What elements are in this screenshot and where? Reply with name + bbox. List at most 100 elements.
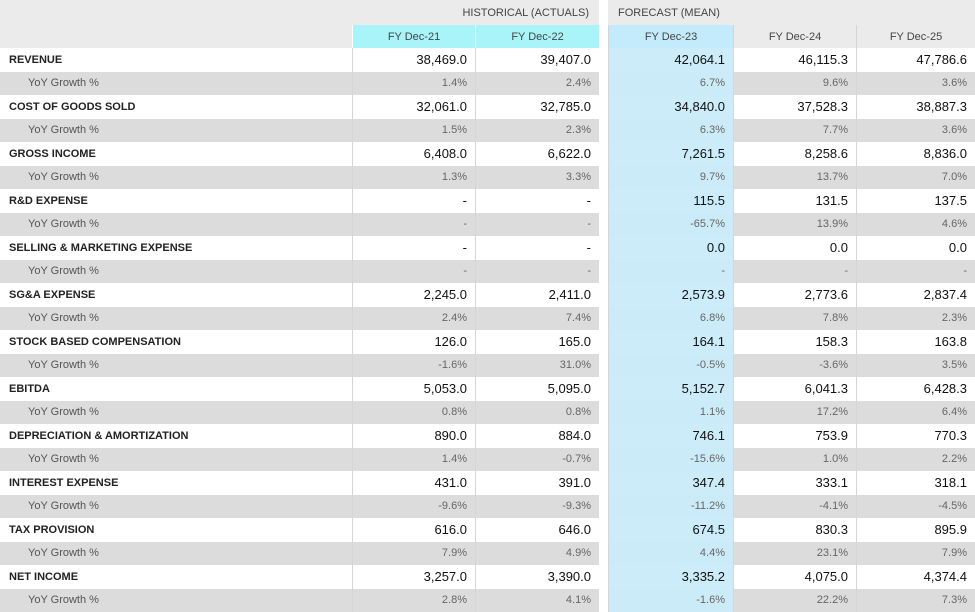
growth-label: YoY Growth % <box>0 494 352 518</box>
value-cell: 0.0 <box>733 236 856 260</box>
growth-cell: 2.4% <box>475 71 599 95</box>
column-gap <box>599 447 608 471</box>
value-cell: 163.8 <box>856 330 975 354</box>
row-label: NET INCOME <box>0 565 352 589</box>
column-gap <box>599 25 608 48</box>
growth-cell: 6.3% <box>608 118 733 142</box>
value-cell: - <box>352 189 475 213</box>
value-cell: 8,836.0 <box>856 142 975 166</box>
growth-cell: 1.3% <box>352 165 475 189</box>
value-cell: 674.5 <box>608 518 733 542</box>
header-blank <box>0 0 352 25</box>
growth-cell: 1.4% <box>352 447 475 471</box>
value-cell: 38,469.0 <box>352 48 475 72</box>
growth-cell: 0.8% <box>475 400 599 424</box>
value-cell: - <box>475 189 599 213</box>
growth-cell: 1.4% <box>352 71 475 95</box>
row-label: SG&A EXPENSE <box>0 283 352 307</box>
growth-label: YoY Growth % <box>0 447 352 471</box>
value-cell: 895.9 <box>856 518 975 542</box>
row-label: COST OF GOODS SOLD <box>0 95 352 119</box>
growth-cell: - <box>608 259 733 283</box>
value-cell: 38,887.3 <box>856 95 975 119</box>
growth-cell: 4.4% <box>608 541 733 565</box>
column-gap <box>599 0 608 25</box>
value-cell: 6,041.3 <box>733 377 856 401</box>
value-cell: 333.1 <box>733 471 856 495</box>
value-cell: 0.0 <box>608 236 733 260</box>
growth-cell: 7.9% <box>856 541 975 565</box>
value-cell: 890.0 <box>352 424 475 448</box>
growth-cell: 3.6% <box>856 118 975 142</box>
value-cell: - <box>475 236 599 260</box>
column-header-fy-dec-21[interactable]: FY Dec-21 <box>352 25 475 48</box>
growth-cell: 7.4% <box>475 306 599 330</box>
row-label: R&D EXPENSE <box>0 189 352 213</box>
growth-label: YoY Growth % <box>0 306 352 330</box>
value-cell: 2,245.0 <box>352 283 475 307</box>
growth-cell: 7.0% <box>856 165 975 189</box>
value-cell: 2,573.9 <box>608 283 733 307</box>
column-gap <box>599 118 608 142</box>
value-cell: 47,786.6 <box>856 48 975 72</box>
growth-label: YoY Growth % <box>0 259 352 283</box>
value-cell: 616.0 <box>352 518 475 542</box>
row-label: SELLING & MARKETING EXPENSE <box>0 236 352 260</box>
growth-cell: 22.2% <box>733 588 856 612</box>
growth-cell: -9.3% <box>475 494 599 518</box>
value-cell: 39,407.0 <box>475 48 599 72</box>
column-header-fy-dec-23[interactable]: FY Dec-23 <box>608 25 733 48</box>
value-cell: 165.0 <box>475 330 599 354</box>
value-cell: 347.4 <box>608 471 733 495</box>
column-gap <box>599 236 608 260</box>
growth-cell: 1.0% <box>733 447 856 471</box>
growth-cell: 6.4% <box>856 400 975 424</box>
growth-label: YoY Growth % <box>0 118 352 142</box>
growth-cell: -1.6% <box>608 588 733 612</box>
growth-cell: -4.1% <box>733 494 856 518</box>
value-cell: - <box>352 236 475 260</box>
growth-cell: -3.6% <box>733 353 856 377</box>
forecast-group-header: FORECAST (MEAN) <box>608 0 975 25</box>
value-cell: 126.0 <box>352 330 475 354</box>
row-label: TAX PROVISION <box>0 518 352 542</box>
column-gap <box>599 48 608 72</box>
growth-cell: -65.7% <box>608 212 733 236</box>
value-cell: 37,528.3 <box>733 95 856 119</box>
value-cell: 2,837.4 <box>856 283 975 307</box>
growth-cell: 13.7% <box>733 165 856 189</box>
growth-cell: 6.7% <box>608 71 733 95</box>
column-header-fy-dec-22[interactable]: FY Dec-22 <box>475 25 599 48</box>
growth-cell: 4.1% <box>475 588 599 612</box>
column-gap <box>599 353 608 377</box>
column-header-fy-dec-24[interactable]: FY Dec-24 <box>733 25 856 48</box>
growth-cell: -11.2% <box>608 494 733 518</box>
growth-cell: 2.3% <box>856 306 975 330</box>
growth-cell: -1.6% <box>352 353 475 377</box>
growth-label: YoY Growth % <box>0 541 352 565</box>
header-blank <box>0 25 352 48</box>
growth-cell: 1.1% <box>608 400 733 424</box>
growth-cell: 31.0% <box>475 353 599 377</box>
column-gap <box>599 165 608 189</box>
growth-cell: 0.8% <box>352 400 475 424</box>
column-gap <box>599 330 608 354</box>
growth-cell: 6.8% <box>608 306 733 330</box>
growth-cell: 3.5% <box>856 353 975 377</box>
value-cell: 753.9 <box>733 424 856 448</box>
value-cell: 3,390.0 <box>475 565 599 589</box>
value-cell: 42,064.1 <box>608 48 733 72</box>
column-gap <box>599 71 608 95</box>
growth-cell: 9.6% <box>733 71 856 95</box>
growth-cell: 2.4% <box>352 306 475 330</box>
growth-cell: 3.3% <box>475 165 599 189</box>
column-gap <box>599 212 608 236</box>
value-cell: 8,258.6 <box>733 142 856 166</box>
column-gap <box>599 588 608 612</box>
value-cell: 0.0 <box>856 236 975 260</box>
growth-label: YoY Growth % <box>0 353 352 377</box>
column-gap <box>599 142 608 166</box>
growth-cell: 3.6% <box>856 71 975 95</box>
column-header-fy-dec-25[interactable]: FY Dec-25 <box>856 25 975 48</box>
value-cell: 3,335.2 <box>608 565 733 589</box>
